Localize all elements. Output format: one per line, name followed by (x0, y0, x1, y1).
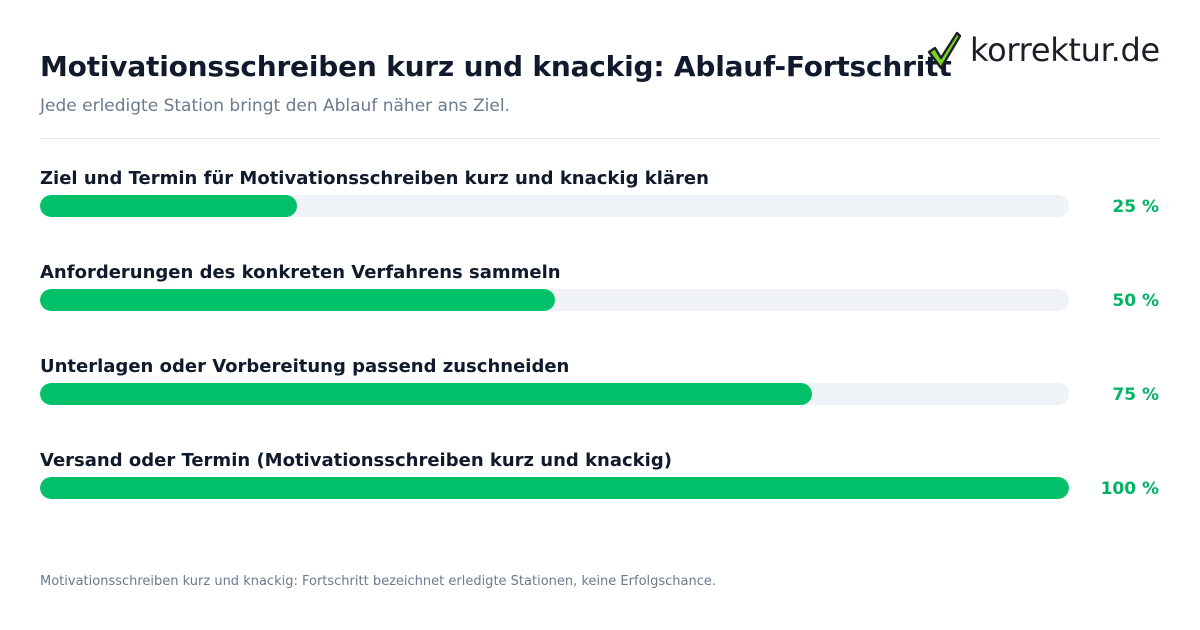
bar-label: Versand oder Termin (Motivationsschreibe… (40, 450, 672, 471)
bar-track (40, 477, 1069, 499)
page-subtitle: Jede erledigte Station bringt den Ablauf… (40, 96, 510, 116)
bar-label: Unterlagen oder Vorbereitung passend zus… (40, 356, 570, 377)
bar-fill (40, 289, 555, 311)
bar-value-label: 75 % (1112, 385, 1159, 405)
bar-track (40, 383, 1069, 405)
brand-logo: korrektur.de (926, 30, 1160, 70)
checkmark-icon (927, 31, 962, 70)
bar-track (40, 195, 1069, 217)
bar-label: Anforderungen des konkreten Verfahrens s… (40, 262, 561, 283)
bar-label: Ziel und Termin für Motivationsschreiben… (40, 168, 709, 189)
bar-track (40, 289, 1069, 311)
bar-fill (40, 195, 298, 217)
brand-logo-text: korrektur.de (970, 31, 1160, 69)
footnote: Motivationsschreiben kurz und knackig: F… (40, 574, 717, 589)
bar-fill (40, 383, 812, 405)
bar-value-label: 100 % (1100, 479, 1159, 499)
bar-fill (40, 477, 1069, 499)
header-divider (40, 138, 1160, 139)
bar-value-label: 50 % (1112, 291, 1159, 311)
bar-value-label: 25 % (1112, 197, 1159, 217)
page-title: Motivationsschreiben kurz und knackig: A… (40, 50, 952, 83)
